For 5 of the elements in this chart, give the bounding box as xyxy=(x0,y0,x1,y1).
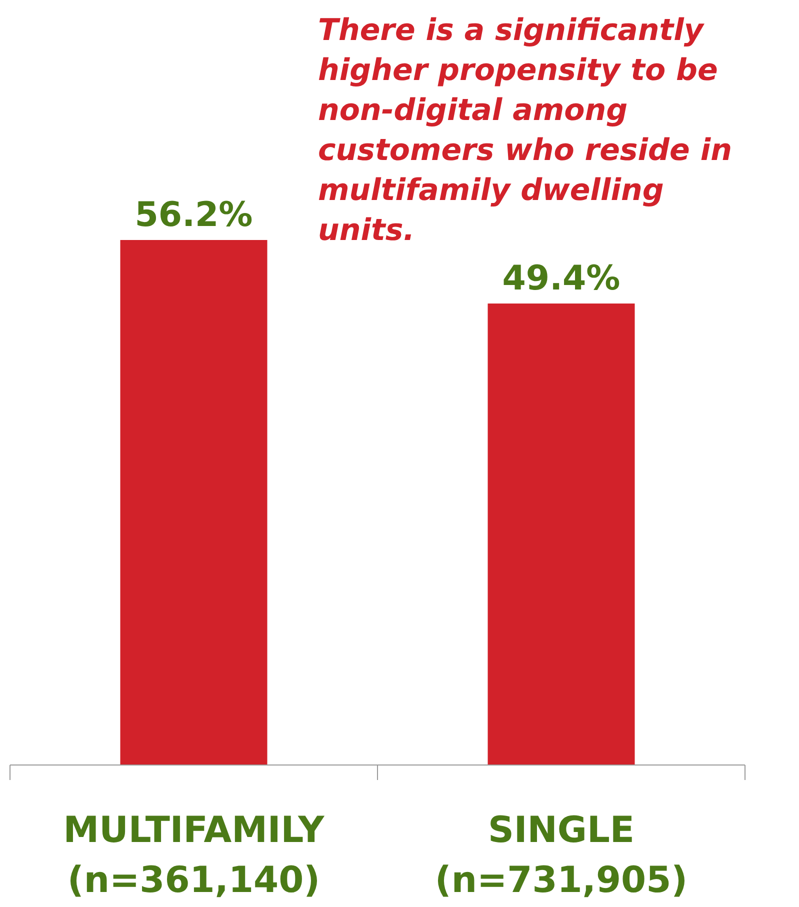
x-tick-label: MULTIFAMILY (n=361,140) xyxy=(63,810,326,901)
data-label: 56.2% xyxy=(134,195,253,235)
data-label: 49.4% xyxy=(502,258,620,299)
x-tick-label: SINGLE (n=731,905) xyxy=(434,810,688,901)
annotation: There is a significantly higher propensity to be non-digital among customers who reside in multifamily dwelling units. xyxy=(318,13,732,248)
